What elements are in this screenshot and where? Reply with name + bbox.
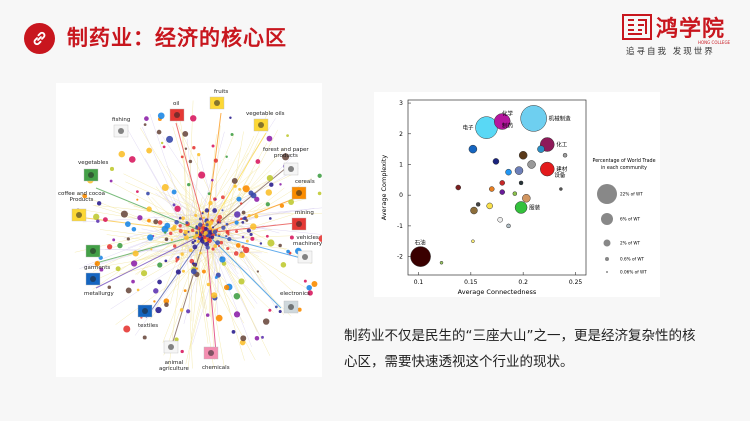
scatter-point: [512, 191, 518, 196]
x-tick-label: 0.2: [518, 279, 528, 286]
label-fishing: fishing: [112, 117, 131, 123]
label-fruits: fruits: [214, 89, 229, 95]
legend-label: 0.06% of WT: [620, 270, 647, 275]
y-axis-label: Average Complexity: [380, 155, 388, 221]
trade-network-image: oil fruits fishing vegetable oils forest…: [56, 83, 339, 377]
y-tick-label: -1: [397, 223, 403, 230]
logo-mark-icon: [622, 14, 652, 40]
scatter-point: [455, 184, 462, 191]
label-electronics: electronics: [280, 291, 310, 297]
point-label: 制药: [502, 122, 514, 130]
point-label: 设备: [554, 171, 566, 179]
legend-marker: [605, 257, 609, 261]
scatter-point: [505, 168, 512, 176]
label-mining: mining: [295, 210, 314, 216]
scatter-point: [470, 206, 478, 215]
x-tick-label: 0.1: [414, 279, 424, 286]
scatter-point: [562, 153, 568, 158]
scatter-point: [492, 158, 500, 165]
scatter-point: [486, 202, 493, 210]
logo: 鸿学院 HONG COLLEGE 追寻自我 发现世界: [622, 14, 737, 59]
scatter-point: [468, 144, 478, 154]
label-animal: animal agriculture: [159, 360, 189, 373]
y-tick-label: 1: [399, 161, 403, 168]
header: 制药业：经济的核心区 鸿学院 HONG COLLEGE 追寻自我 发现世界: [0, 0, 750, 72]
legend-marker: [603, 239, 611, 247]
scatter-point: [499, 189, 505, 195]
scatter-point: [520, 105, 547, 132]
label-coffee: coffee and cocoa Products: [58, 191, 105, 204]
scatter-point: [471, 239, 475, 243]
network-core: [150, 195, 263, 267]
complexity-scatter-chart: 0.1 0.15 0.2 0.25 -2 -1 0 1 2 3 Average Connectedn…: [374, 92, 660, 297]
legend-label: 22% of WT: [620, 192, 643, 197]
logo-en: HONG COLLEGE: [698, 40, 731, 45]
scatter-point: [559, 187, 563, 191]
legend-marker: [601, 213, 613, 225]
scatter-point: [514, 201, 528, 214]
x-tick-label: 0.15: [464, 279, 478, 286]
scatter-point: [506, 223, 511, 229]
legend-marker: [597, 184, 617, 204]
scatter-point: [489, 186, 495, 192]
y-tick-label: 3: [399, 100, 403, 107]
logo-slogan: 追寻自我 发现世界: [626, 47, 715, 57]
point-label: 服装: [529, 203, 541, 211]
y-tick-label: 2: [399, 131, 403, 138]
scatter-point: [493, 113, 511, 130]
point-label: 建材: [556, 165, 568, 173]
y-tick-label: 0: [399, 192, 403, 199]
label-chemicals: chemicals: [202, 365, 230, 371]
legend-title: in each community: [601, 165, 647, 171]
scatter-point: [475, 202, 481, 207]
scatter-point: [540, 161, 555, 177]
page-title: 制药业：经济的核心区: [67, 26, 287, 50]
scatter-point: [537, 145, 545, 153]
point-label: 化学: [502, 109, 514, 117]
x-axis-label: Average Connectedness: [458, 288, 537, 296]
scatter-plot: 0.1 0.15 0.2 0.25 -2 -1 0 1 2 3 Average Connectedn…: [380, 99, 656, 296]
label-textiles: textiles: [138, 323, 159, 329]
legend-label: 6% of WT: [620, 217, 640, 222]
network-nodes: [75, 112, 335, 354]
point-label: 机械制造: [549, 114, 572, 122]
legend-label: 2% of WT: [620, 241, 640, 246]
label-vehicles: vehicles machinery: [293, 235, 323, 248]
plot-frame: [407, 99, 587, 276]
y-tick-label: -2: [397, 254, 403, 261]
label-garments: garments: [84, 265, 111, 271]
point-label: 电子: [463, 124, 475, 132]
point-label: 化工: [556, 141, 568, 149]
label-metallurgy: metallurgy: [84, 291, 114, 297]
scatter-point: [518, 151, 528, 160]
scatter-point: [522, 193, 531, 203]
scatter-point: [514, 166, 524, 175]
scatter-point: [499, 180, 505, 186]
legend-marker: [606, 271, 608, 273]
scatter-point: [410, 246, 431, 267]
label-cereals: cereals: [295, 179, 315, 185]
scatter-point: [439, 260, 444, 265]
scatter-point: [497, 216, 503, 223]
point-label: 石油: [415, 239, 427, 247]
legend-label: 0.6% of WT: [620, 257, 644, 262]
caption-text: 制药业不仅是民生的“三座大山”之一，更是经济复杂性的核心区，需要快速透视这个行业…: [344, 328, 696, 370]
x-tick-label: 0.25: [569, 279, 583, 286]
label-vegetable-oils: vegetable oils: [246, 111, 285, 117]
logo-text: 鸿学院: [656, 16, 726, 42]
network-graph: [71, 96, 339, 370]
link-icon: [24, 23, 55, 54]
label-vegetables: vegetables: [78, 160, 109, 166]
scatter-point: [527, 160, 536, 169]
label-forest: forest and paper products: [263, 147, 309, 160]
label-oil: oil: [173, 101, 180, 107]
legend-title: Percentage of World Trade: [592, 158, 655, 164]
scatter-point: [518, 180, 524, 186]
